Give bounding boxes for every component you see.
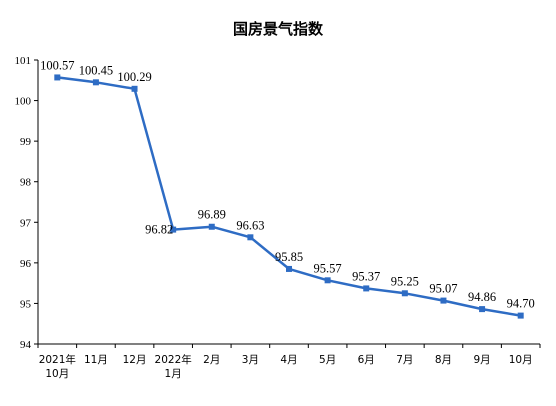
x-tick-label: 8月: [435, 354, 452, 366]
data-label: 95.37: [352, 269, 380, 283]
data-label: 96.89: [198, 208, 226, 222]
data-label: 95.25: [391, 274, 419, 288]
x-tick-label: 6月: [358, 354, 375, 366]
y-tick-label: 98: [20, 177, 32, 189]
y-tick-label: 100: [15, 96, 32, 108]
series-line: [57, 76, 521, 317]
data-label: 100.57: [40, 58, 74, 72]
x-tick-label: 1月: [165, 368, 182, 380]
x-tick-label: 9月: [473, 354, 490, 366]
data-label: 100.29: [117, 70, 151, 84]
data-point: [324, 277, 331, 284]
data-point: [92, 79, 99, 86]
x-tick-label: 2022年: [155, 353, 192, 366]
x-tick-label: 12月: [123, 354, 147, 366]
data-point: [479, 306, 486, 313]
data-point: [208, 223, 215, 230]
x-tick-label: 2月: [203, 354, 220, 366]
x-tick-label: 4月: [280, 354, 297, 366]
y-tick-label: 97: [20, 217, 32, 229]
data-point: [170, 226, 177, 233]
data-point: [131, 85, 138, 92]
x-tick-label: 5月: [319, 354, 336, 366]
data-point: [286, 265, 292, 272]
data-label: 96.82: [145, 223, 173, 237]
data-label: 95.85: [275, 250, 303, 264]
x-tick-label: 7月: [396, 354, 413, 366]
data-point: [401, 290, 408, 297]
data-point: [247, 234, 254, 241]
data-point: [54, 74, 61, 81]
x-tick-label: 2021年: [39, 353, 76, 366]
data-label: 96.63: [236, 218, 264, 232]
x-tick-label: 11月: [84, 354, 108, 366]
data-point: [363, 285, 370, 292]
data-label: 94.70: [507, 297, 535, 311]
y-tick-label: 99: [20, 136, 32, 148]
chart-title: 国房景气指数: [232, 20, 323, 38]
data-label: 100.45: [79, 63, 113, 77]
data-point: [517, 312, 524, 319]
x-tick-label: 10月: [509, 354, 533, 366]
y-tick-label: 94: [20, 339, 32, 351]
data-label: 95.07: [429, 282, 457, 296]
data-label: 95.57: [314, 261, 342, 275]
y-tick-label: 96: [20, 258, 32, 270]
x-tick-label: 10月: [45, 368, 69, 380]
y-tick-label: 95: [20, 298, 32, 310]
data-label: 94.86: [468, 290, 496, 304]
y-tick-label: 101: [15, 55, 32, 67]
x-tick-label: 3月: [242, 354, 259, 366]
data-point: [440, 297, 447, 304]
